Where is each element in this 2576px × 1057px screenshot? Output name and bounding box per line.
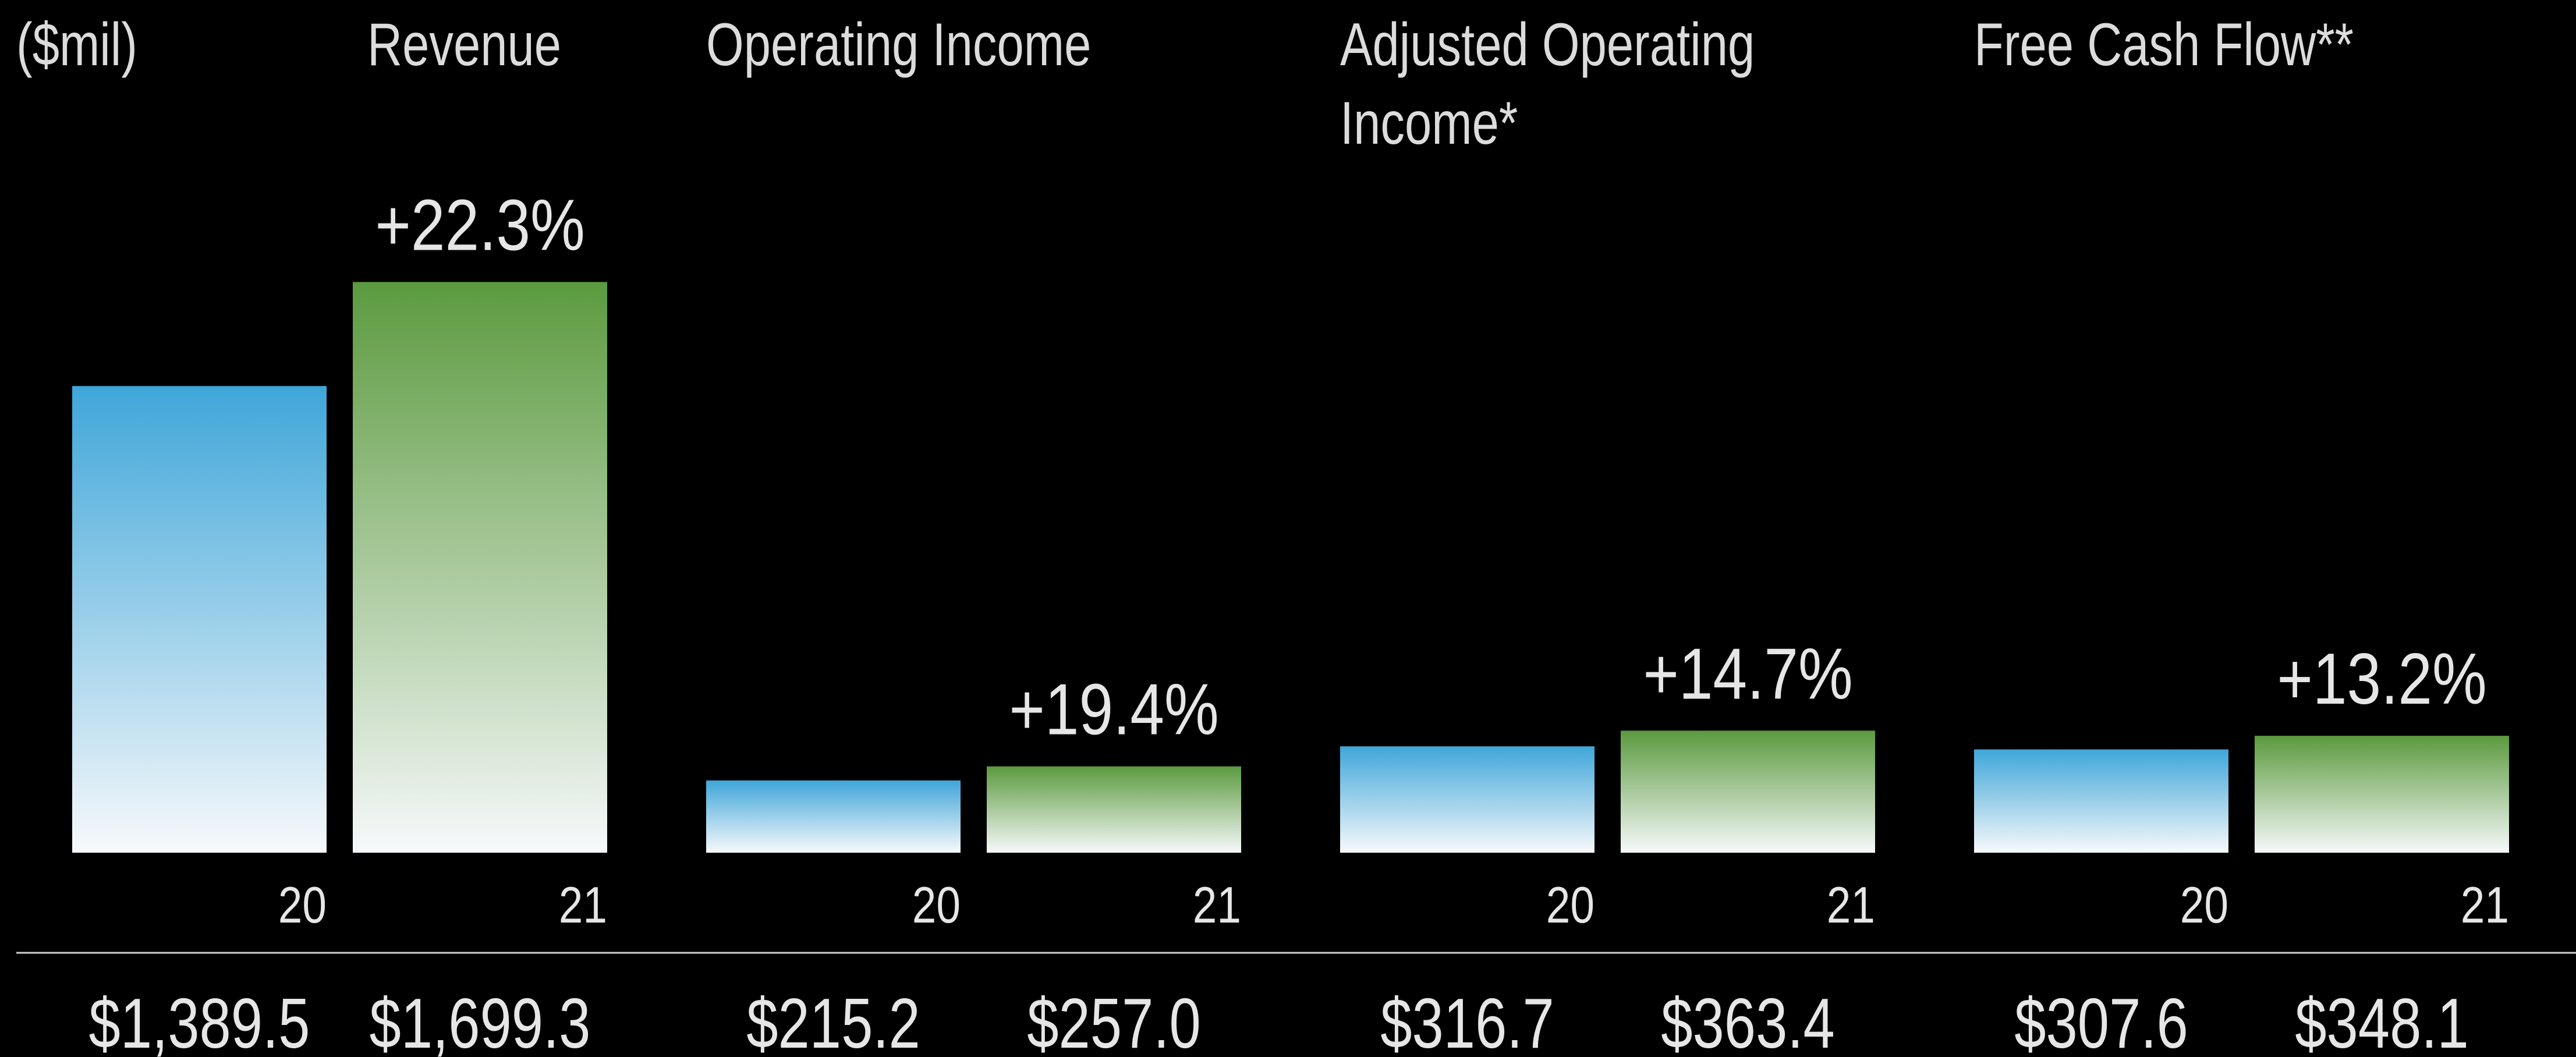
category-label: 20 [1546, 877, 1595, 934]
bar [1340, 746, 1595, 853]
value-label: $1,699.3 [370, 984, 591, 1057]
bar [1621, 730, 1875, 853]
value-label: $363.4 [1661, 984, 1835, 1057]
bar [353, 282, 607, 853]
change-label: +19.4% [1009, 670, 1218, 750]
value-label: $307.6 [2014, 984, 2188, 1057]
bar [706, 780, 961, 853]
change-label: +13.2% [2277, 639, 2486, 719]
category-label: 20 [912, 877, 961, 934]
value-label: $215.2 [746, 984, 920, 1057]
value-label: $257.0 [1027, 984, 1201, 1057]
bar [2255, 736, 2509, 853]
bar [987, 766, 1241, 853]
category-label: 20 [2180, 877, 2228, 934]
category-label: 21 [2461, 877, 2509, 934]
bar [1974, 749, 2228, 853]
category-label: 21 [559, 877, 607, 934]
category-label: 21 [1827, 877, 1875, 934]
value-label: $1,389.5 [89, 984, 310, 1057]
panel-title: Revenue [367, 11, 562, 79]
category-label: 20 [278, 877, 327, 934]
panel-title: Free Cash Flow** [1974, 11, 2354, 79]
value-label: $316.7 [1380, 984, 1554, 1057]
value-label: $348.1 [2295, 984, 2469, 1057]
panel-title: Adjusted Operating Income* [1340, 11, 1755, 158]
panel-title: Operating Income [706, 11, 1092, 79]
change-label: +14.7% [1643, 634, 1852, 714]
unit-label: ($mil) [16, 11, 137, 79]
change-label: +22.3% [375, 186, 584, 266]
category-label: 21 [1193, 877, 1241, 934]
bar [72, 386, 327, 853]
